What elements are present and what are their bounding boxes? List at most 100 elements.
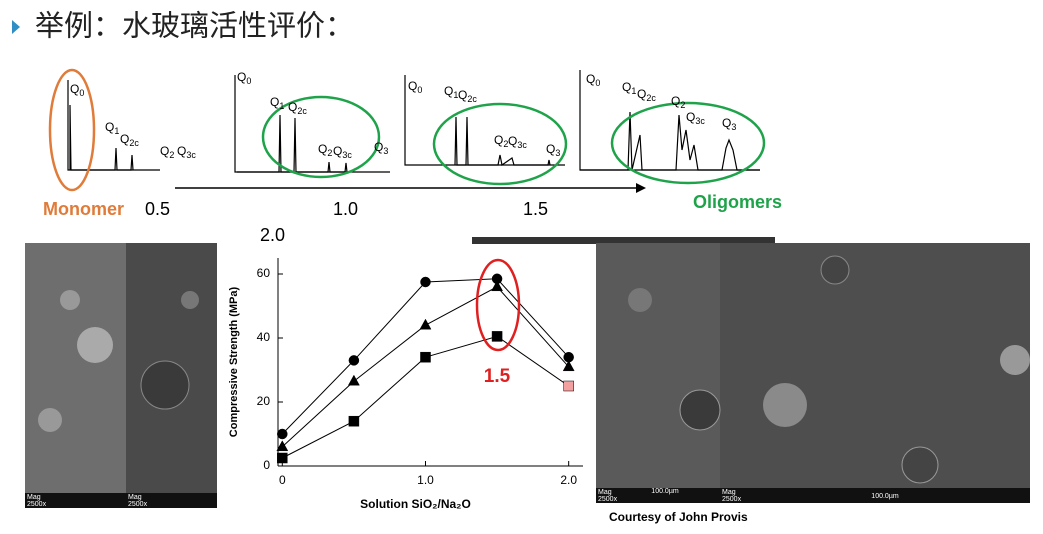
peak-label-sub: 3c (342, 150, 352, 160)
peak-label-base: Q (586, 72, 595, 86)
oligomer-ellipse (610, 101, 766, 185)
peak-label-base: Q (494, 133, 503, 147)
peak-label: Q3 (374, 140, 388, 156)
marker (420, 276, 431, 288)
peak-label-sub: 0 (246, 76, 251, 86)
peak-label: Q2 (318, 142, 332, 158)
peak-label: Q3c (177, 144, 196, 160)
arrow-head (636, 183, 646, 193)
peak-label-sub: 3c (517, 140, 527, 150)
ratio-label: 2.0 (260, 225, 285, 245)
mag-label: Mag (128, 494, 142, 501)
peak-label: Q3c (508, 134, 527, 150)
peak-label-sub: 0 (417, 85, 422, 95)
ratio-label: 1.0 (333, 199, 358, 219)
spectra (67, 70, 760, 173)
image-strip (472, 237, 775, 244)
marker (348, 415, 360, 427)
marker (420, 351, 431, 363)
y-tick-label: 0 (263, 458, 270, 472)
peak-label-base: Q (105, 120, 114, 134)
mag-value: 2500x (722, 496, 742, 503)
peak-label-sub: 2 (327, 148, 332, 158)
marker (276, 440, 289, 452)
peak-label-sub: 3 (383, 146, 388, 156)
peak-label-sub: 0 (79, 88, 84, 98)
peak-label-sub: 3 (555, 148, 560, 158)
peak-label-sub: 3c (186, 150, 196, 160)
mag-value: 2500x (27, 501, 47, 508)
marker (491, 280, 504, 292)
x-tick-label: 1.0 (417, 473, 434, 487)
mag-label: Mag (27, 494, 41, 501)
peak-label: Q2 (671, 94, 685, 110)
peak-label-sub: 2c (129, 138, 139, 148)
peak-label-base: Q (671, 94, 680, 108)
peak-label: Q1 (444, 84, 458, 100)
peak-label-base: Q (374, 140, 383, 154)
peak-label-base: Q (333, 144, 342, 158)
peak-label-sub: 1 (631, 86, 636, 96)
peak-label: Q0 (237, 70, 251, 86)
peak-label-base: Q (408, 79, 417, 93)
sem-image-right (596, 243, 1030, 503)
marker (491, 331, 503, 342)
peak-label-sub: 1 (279, 101, 284, 111)
peak-label-sub: 2 (169, 150, 174, 160)
bullet (12, 20, 20, 34)
peak-label-base: Q (722, 116, 731, 130)
highlight-ellipse (475, 258, 521, 352)
peak-label: Q1 (105, 120, 119, 136)
peak-label-sub: 2c (297, 106, 307, 116)
mag-label: Mag (722, 489, 736, 496)
peak-label-base: Q (508, 134, 517, 148)
peak-label-base: Q (70, 82, 79, 96)
peak-label: Q2 (160, 144, 174, 160)
marker (348, 355, 360, 366)
marker (419, 318, 432, 330)
peak-label-base: Q (444, 84, 453, 98)
peak-label-base: Q (622, 80, 631, 94)
peak-label-base: Q (177, 144, 186, 158)
marker (277, 428, 288, 440)
peak-label-sub: 2c (467, 94, 477, 104)
peak-label-sub: 0 (595, 78, 600, 88)
peak-label: Q2c (458, 88, 477, 104)
mag-label: Mag (598, 489, 612, 496)
peak-label: Q2c (637, 87, 656, 103)
ratio-label: 0.5 (145, 199, 170, 219)
peak-label-sub: 2 (680, 100, 685, 110)
peak-label: Q1 (270, 95, 284, 111)
y-axis-label: Compressive Strength (MPa) (228, 286, 240, 437)
credit: Courtesy of John Provis (609, 510, 748, 524)
peak-label: Q3c (333, 144, 352, 160)
peak-label-base: Q (160, 144, 169, 158)
y-tick-label: 40 (257, 330, 271, 344)
monomer-label: Monomer (43, 199, 124, 219)
marker (347, 374, 360, 386)
peak-label-base: Q (120, 132, 129, 146)
marker (562, 360, 575, 372)
peak-label: Q3c (686, 110, 705, 126)
oligomer-ellipse (261, 95, 381, 179)
mag-value: 2500x (128, 501, 148, 508)
peak-label: Q2 (494, 133, 508, 149)
peak-label-base: Q (270, 95, 279, 109)
peak-label: Q1 (622, 80, 636, 96)
mag-value: 2500x (598, 496, 618, 503)
x-axis-label: Solution SiO₂/Na₂O (360, 497, 471, 511)
peak-label-sub: 1 (114, 126, 119, 136)
peak-label: Q2c (288, 100, 307, 116)
slide-title: 举例：水玻璃活性评价： (35, 10, 354, 43)
peak-label-sub: 1 (453, 90, 458, 100)
peak-label-sub: 3 (731, 122, 736, 132)
annotation: 1.5 (484, 366, 511, 387)
oligomers-label: Oligomers (693, 192, 782, 212)
peak-label-base: Q (546, 142, 555, 156)
peak-label-base: Q (458, 88, 467, 102)
scale-bar: 100.0µm (651, 488, 679, 495)
peak-label: Q2c (120, 132, 139, 148)
y-tick-label: 20 (257, 394, 271, 408)
chart: 0 20 40 60 0 1.0 2.0 Solution SiO₂/Na₂O Compress… (228, 258, 583, 511)
